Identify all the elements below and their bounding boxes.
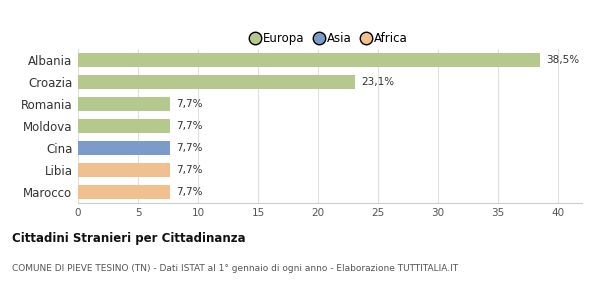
Bar	[78, 163, 170, 177]
Bar	[78, 53, 540, 67]
Text: 7,7%: 7,7%	[176, 121, 203, 131]
Text: 7,7%: 7,7%	[176, 187, 203, 197]
Legend: Europa, Asia, Africa: Europa, Asia, Africa	[248, 28, 412, 50]
Text: Cittadini Stranieri per Cittadinanza: Cittadini Stranieri per Cittadinanza	[12, 232, 245, 245]
Bar	[78, 75, 355, 89]
Bar	[78, 185, 170, 199]
Text: 38,5%: 38,5%	[546, 55, 579, 65]
Text: 7,7%: 7,7%	[176, 99, 203, 109]
Bar	[78, 97, 170, 111]
Bar	[78, 119, 170, 133]
Text: COMUNE DI PIEVE TESINO (TN) - Dati ISTAT al 1° gennaio di ogni anno - Elaborazio: COMUNE DI PIEVE TESINO (TN) - Dati ISTAT…	[12, 264, 458, 273]
Text: 7,7%: 7,7%	[176, 143, 203, 153]
Text: 23,1%: 23,1%	[361, 77, 394, 87]
Bar	[78, 141, 170, 155]
Text: 7,7%: 7,7%	[176, 165, 203, 175]
